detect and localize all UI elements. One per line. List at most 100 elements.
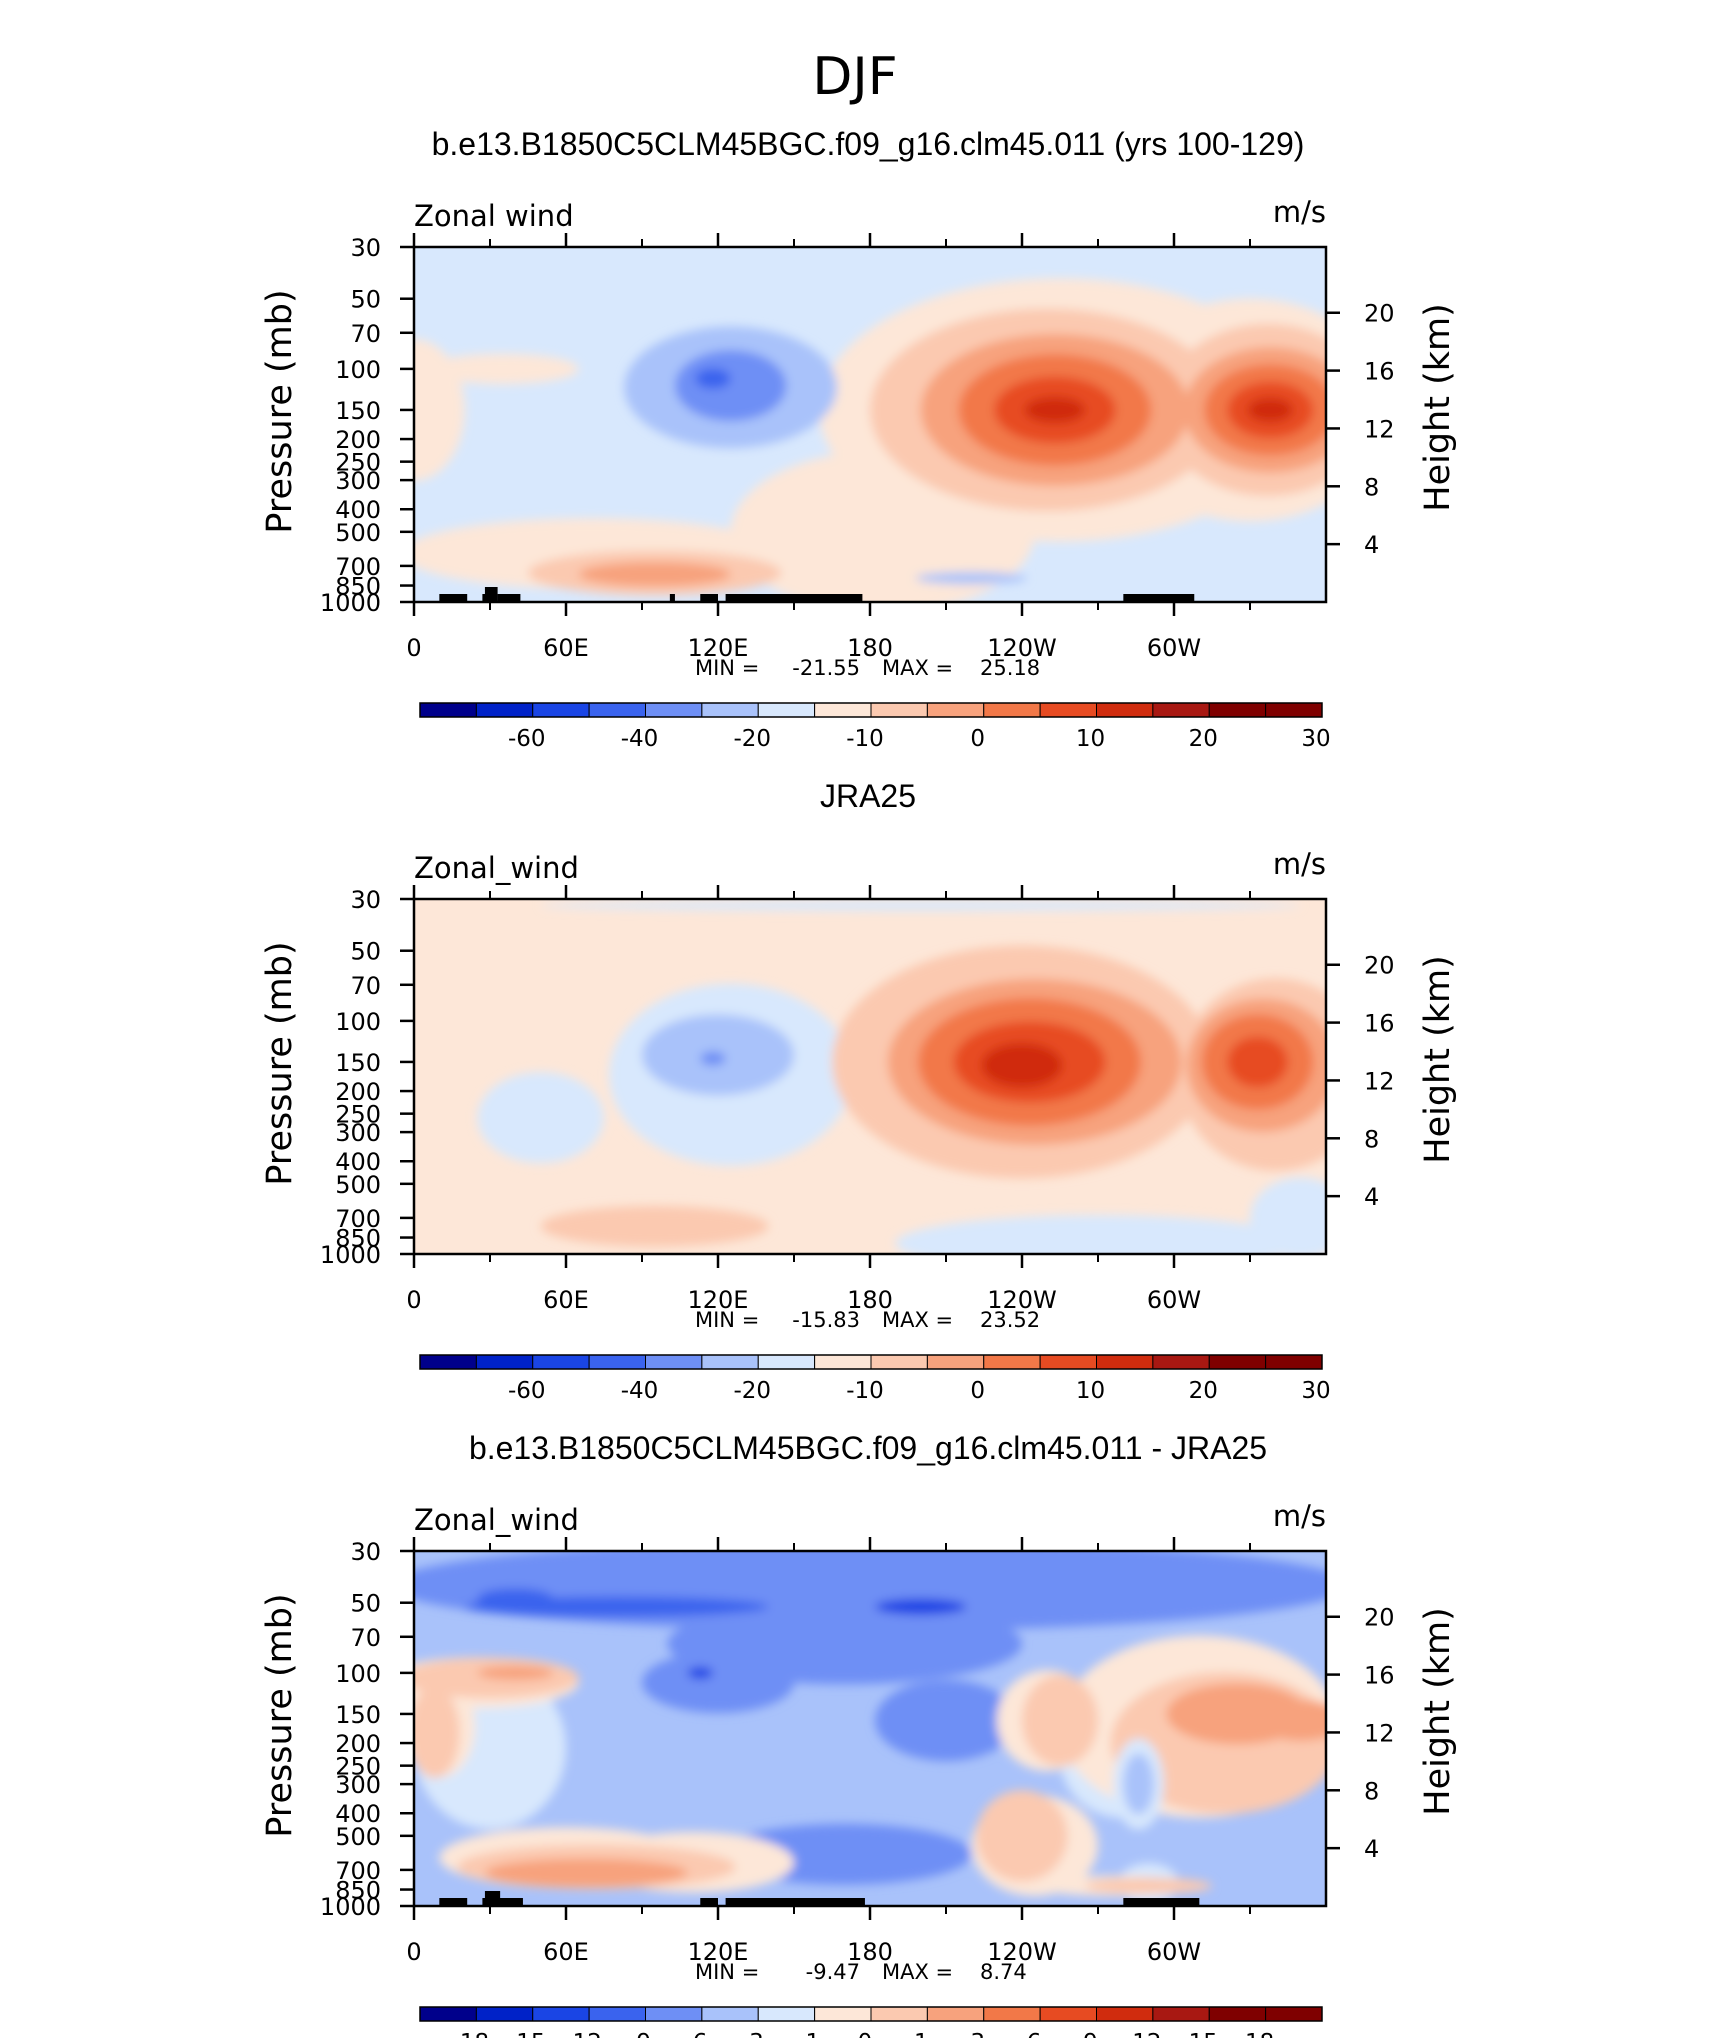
colorbar-swatch: [926, 702, 985, 718]
colorbar-swatch: [757, 1354, 816, 1370]
colorbar-swatch: [1152, 2006, 1210, 2022]
x-tick-label: 120W: [987, 1938, 1057, 1966]
colorbar-swatch: [757, 2006, 816, 2022]
contour-region: [1227, 1036, 1288, 1088]
y-tick-label: 200: [335, 1730, 381, 1758]
y-tick-label: 850: [335, 573, 381, 601]
y-tick-label: 30: [350, 886, 381, 914]
min-value: -15.83: [792, 1308, 860, 1332]
y-tick-label: 250: [335, 449, 381, 477]
colorbar-label: 30: [1301, 1378, 1330, 1404]
max-value: 23.52: [980, 1308, 1040, 1332]
y2-tick-label: 4: [1364, 531, 1379, 559]
y-tick-label: 50: [350, 286, 381, 314]
y2-tick-label: 12: [1364, 415, 1395, 443]
colorbar-swatch: [1208, 1354, 1267, 1370]
colorbar-swatch: [588, 2006, 646, 2022]
colorbar-label: -20: [733, 726, 771, 752]
contour-region: [915, 572, 1028, 585]
x-tick-label: 60W: [1147, 1286, 1201, 1314]
contour-region: [484, 1858, 688, 1887]
y-tick-label: 150: [335, 1701, 381, 1729]
min-label: MIN =: [695, 1960, 759, 1984]
topography-mask: [725, 594, 863, 602]
colorbar-label: -40: [621, 1378, 659, 1404]
x-tick-label: 0: [406, 1286, 421, 1314]
colorbar-label: 1: [914, 2030, 929, 2038]
contour-region: [687, 1666, 713, 1679]
contour-region: [1255, 1700, 1326, 1741]
contour-region: [700, 1051, 726, 1066]
contour-region: [540, 1205, 769, 1247]
colorbar-swatch: [645, 2006, 703, 2022]
y-tick-label: 850: [335, 1225, 381, 1253]
contour-region: [426, 353, 579, 385]
max-value: 25.18: [980, 656, 1040, 680]
colorbar-label: 9: [1083, 2030, 1098, 2038]
y-tick-label: 500: [335, 1823, 381, 1851]
colorbar-label: -18: [452, 2030, 490, 2038]
y2-axis-label: Height (km): [1418, 303, 1458, 512]
y-tick-label: 700: [335, 1857, 381, 1885]
contour-region: [1024, 396, 1086, 424]
max-label: MAX =: [882, 656, 953, 680]
topography-mask: [439, 1898, 468, 1906]
colorbar-label: -9: [628, 2030, 651, 2038]
colorbar-swatch: [1039, 1354, 1097, 1370]
x-tick-label: 60E: [543, 1938, 589, 1966]
colorbar-label: -15: [508, 2030, 546, 2038]
y-tick-label: 70: [350, 972, 381, 1000]
colorbar-label: 30: [1301, 726, 1330, 752]
y-tick-label: 150: [335, 397, 381, 425]
y-tick-label: 50: [350, 938, 381, 966]
y2-tick-label: 16: [1364, 1010, 1395, 1038]
y-tick-label: 700: [335, 553, 381, 581]
panel-1: b.e13.B1850C5CLM45BGC.f09_g16.clm45.011 …: [260, 126, 1458, 752]
colorbar: -60 -40 -20 -10 0 10 20 30: [419, 702, 1331, 752]
y-tick-label: 1000: [320, 589, 381, 617]
x-tick-label: 120W: [987, 1286, 1057, 1314]
contour-region: [540, 900, 1301, 911]
colorbar-label: 0: [970, 726, 985, 752]
x-tick-label: 0: [406, 1938, 421, 1966]
contour-region: [477, 1588, 554, 1609]
contour-field: [414, 899, 1326, 1254]
colorbar-swatch: [588, 702, 646, 718]
panel-2: JRA25 Zonal_wind m/s 0 60E 120E 180 120W 60W 30 50…: [260, 778, 1458, 1404]
colorbar-swatch: [757, 702, 816, 718]
y-tick-label: 50: [350, 1590, 381, 1618]
colorbar-label: 10: [1076, 726, 1105, 752]
colorbar-swatch: [419, 702, 477, 718]
min-value: -21.55: [792, 656, 860, 680]
topography-mask: [497, 1898, 523, 1906]
y-tick-label: 70: [350, 1624, 381, 1652]
contour-field: [414, 1551, 1326, 1906]
contour-region: [674, 350, 787, 422]
colorbar-swatch: [588, 1354, 646, 1370]
colorbar-swatch: [1039, 702, 1097, 718]
colorbar-label: 20: [1189, 1378, 1218, 1404]
colorbar-label: 10: [1076, 1378, 1105, 1404]
max-value: 8.74: [980, 1960, 1027, 1984]
y2-tick-label: 12: [1364, 1067, 1395, 1095]
y-tick-label: 250: [335, 1753, 381, 1781]
panel-title: b.e13.B1850C5CLM45BGC.f09_g16.clm45.011 …: [432, 126, 1305, 162]
topography-mask: [700, 1898, 718, 1906]
x-tick-label: 60W: [1147, 1938, 1201, 1966]
colorbar-swatch: [1096, 2006, 1154, 2022]
max-label: MAX =: [882, 1960, 953, 1984]
topography-mask: [484, 587, 498, 602]
colorbar-label: -60: [508, 726, 546, 752]
colorbar-swatch: [1039, 2006, 1097, 2022]
contour-region: [1123, 1753, 1154, 1815]
x-tick-label: 0: [406, 634, 421, 662]
colorbar-swatch: [870, 2006, 928, 2022]
colorbar-label: 6: [1027, 2030, 1042, 2038]
variable-label: Zonal wind: [414, 199, 574, 233]
y-tick-label: 100: [335, 1008, 381, 1036]
colorbar-swatch: [1208, 2006, 1267, 2022]
y2-tick-label: 20: [1364, 300, 1395, 328]
colorbar-swatch: [645, 1354, 703, 1370]
x-tick-label: 60E: [543, 1286, 589, 1314]
min-label: MIN =: [695, 1308, 759, 1332]
